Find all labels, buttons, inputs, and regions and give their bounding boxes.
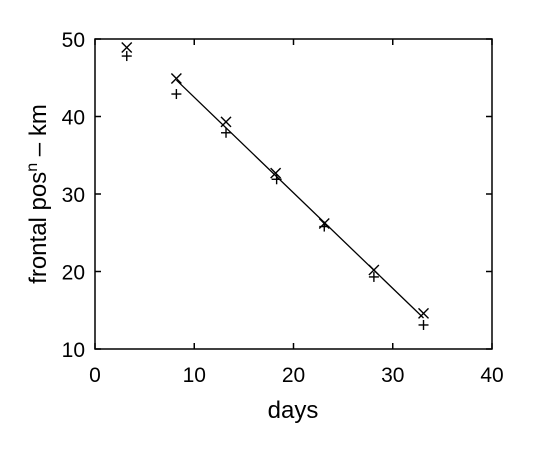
x-marker-b [368, 264, 380, 276]
x-marker [368, 264, 380, 276]
axis-ticks [94, 38, 493, 350]
x-tick-label: 40 [480, 364, 503, 387]
x-tick-label: 20 [282, 364, 305, 387]
x-marker-b [170, 73, 182, 85]
y-axis-title-superscript: n [24, 163, 41, 172]
y-tick-label: 40 [62, 107, 85, 130]
y-tick-label: 20 [62, 262, 85, 285]
x-marker-b [121, 42, 133, 54]
plus-marker [171, 89, 182, 100]
x-axis-title: days [268, 397, 319, 424]
x-tick-label: 10 [183, 364, 206, 387]
x-marker [220, 116, 232, 128]
y-tick-label: 30 [62, 184, 85, 207]
y-axis-title: frontal posn – km [24, 104, 52, 284]
x-marker [170, 73, 182, 85]
plus-marker [221, 127, 232, 138]
plus-marker [121, 51, 132, 62]
plus-marker [271, 174, 282, 185]
y-tick-label: 50 [62, 29, 85, 52]
plus-marker [368, 271, 379, 282]
plus-marker [319, 221, 330, 232]
x-marker-b [270, 167, 282, 179]
x-marker [418, 307, 430, 319]
x-tick-label: 0 [89, 364, 101, 387]
y-tick-label: 10 [62, 339, 85, 362]
data-markers [121, 42, 430, 330]
y-axis-title-main: frontal pos [25, 172, 52, 284]
plot-frame [94, 38, 493, 350]
fit-line [175, 79, 424, 319]
x-marker [270, 167, 282, 179]
plus-marker [418, 319, 429, 330]
x-marker [121, 42, 133, 54]
x-marker-b [220, 116, 232, 128]
x-marker-b [418, 307, 430, 319]
y-axis-title-units: – km [25, 104, 52, 163]
x-tick-label: 30 [381, 364, 404, 387]
